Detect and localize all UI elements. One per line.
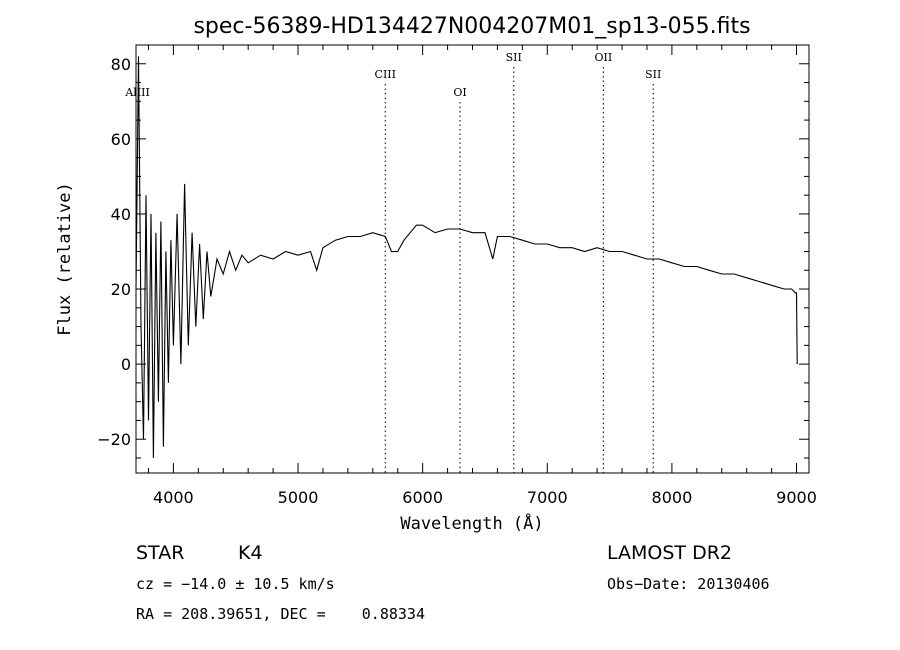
survey-name: LAMOST DR2 xyxy=(607,542,732,564)
x-tick-label: 4000 xyxy=(153,488,194,507)
x-tick-label: 5000 xyxy=(278,488,319,507)
coordinates-info: RA = 208.39651, DEC = 0.88334 xyxy=(136,605,425,623)
y-tick-label: 60 xyxy=(111,130,131,149)
spectrum-line xyxy=(135,56,798,459)
object-subclass: K4 xyxy=(238,542,263,564)
y-tick-label: 40 xyxy=(111,205,131,224)
y-tick-label: 0 xyxy=(121,355,131,374)
x-axis-title: Wavelength (Å) xyxy=(400,512,543,534)
y-tick-label: 20 xyxy=(111,280,131,299)
axis-tick-labels: 4000 5000 6000 7000 8000 9000 −20 0 20 40 60 80 xyxy=(97,55,817,507)
observation-date: Obs−Date: 20130406 xyxy=(607,575,770,593)
object-class: STAR xyxy=(136,542,184,564)
spectral-line-label: SII xyxy=(645,68,661,81)
x-tick-label: 7000 xyxy=(527,488,568,507)
spectral-line-label: AlIII xyxy=(124,86,150,99)
y-axis-title: Flux (relative) xyxy=(55,182,75,336)
spectral-line-label: CIII xyxy=(375,68,396,81)
spectral-line-label: OII xyxy=(595,51,613,64)
x-tick-label: 8000 xyxy=(652,488,693,507)
x-tick-label: 9000 xyxy=(776,488,817,507)
axis-ticks xyxy=(136,44,809,473)
spectral-line-label: SII xyxy=(506,51,522,64)
y-tick-label: −20 xyxy=(97,430,131,449)
redshift-info: cz = −14.0 ± 10.5 km/s xyxy=(136,575,335,593)
spectral-line-label: OI xyxy=(453,86,466,99)
x-tick-label: 6000 xyxy=(402,488,443,507)
spectral-line-markers: AlIII CIII OI SII OII SII xyxy=(124,51,661,473)
plot-frame xyxy=(135,44,810,474)
y-tick-label: 80 xyxy=(111,55,131,74)
chart-title: spec-56389-HD134427N004207M01_sp13-055.f… xyxy=(193,14,750,39)
